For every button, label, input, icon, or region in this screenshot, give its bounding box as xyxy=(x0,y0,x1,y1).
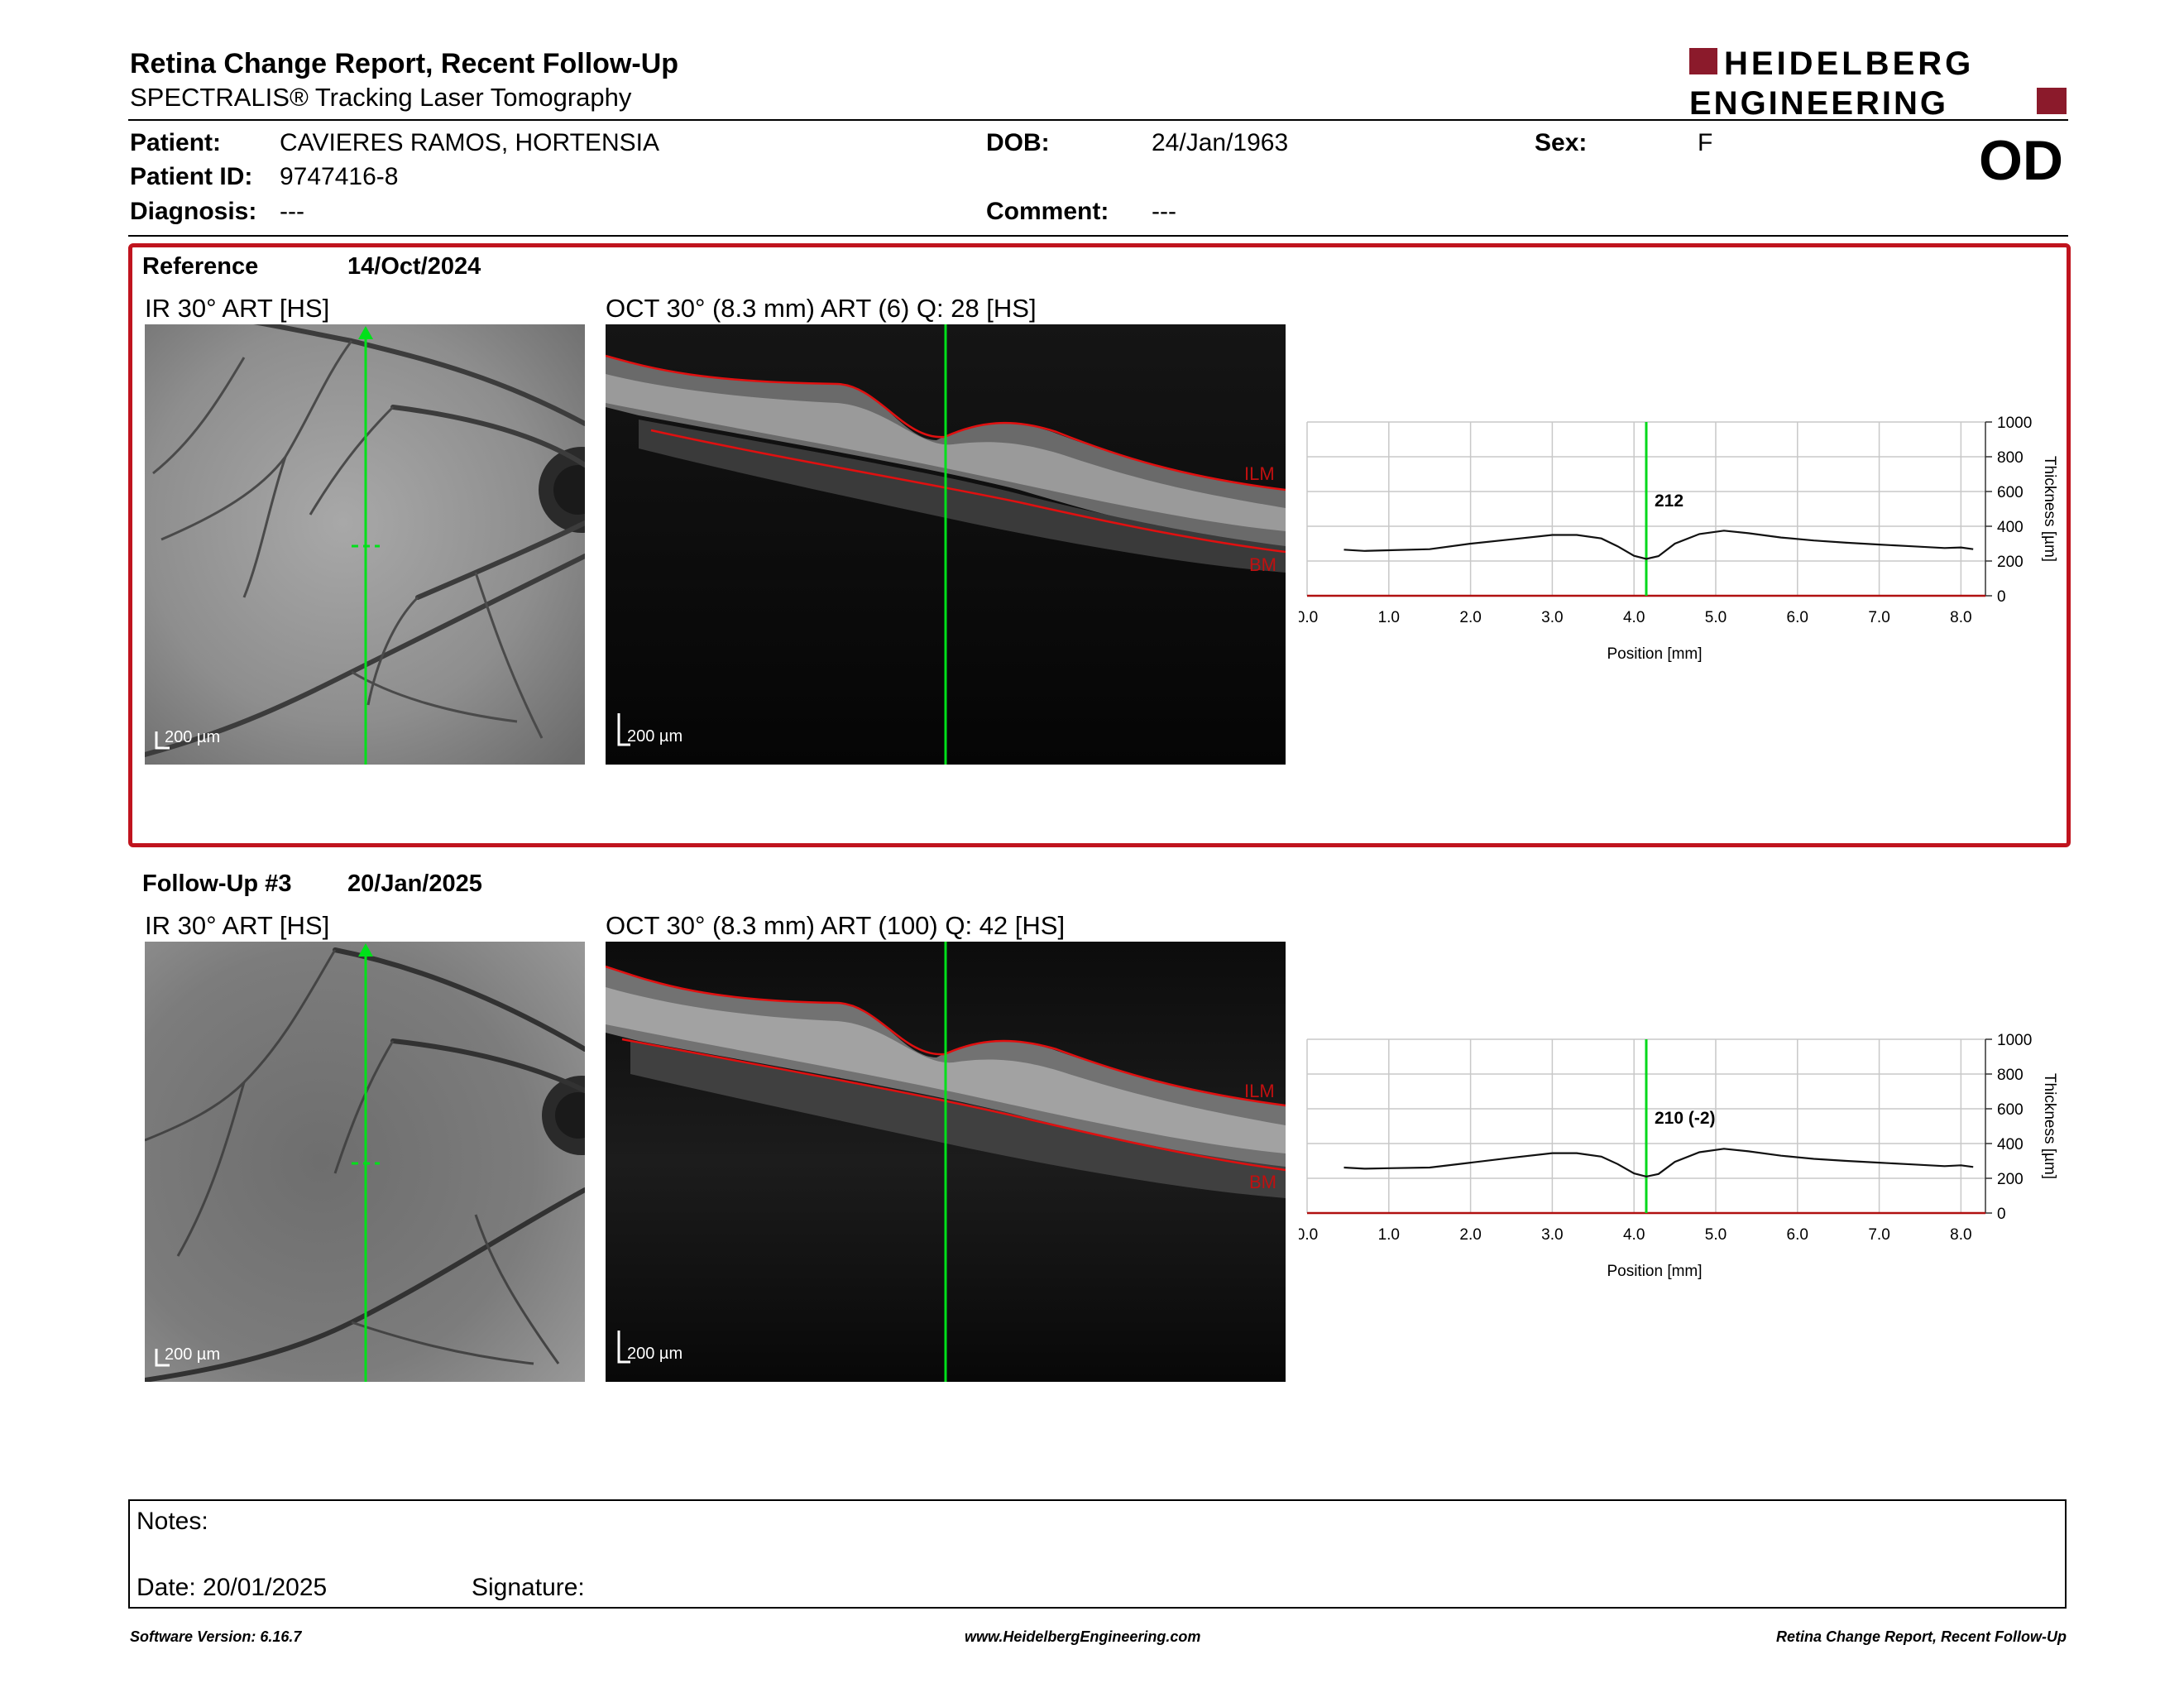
sex-label: Sex: xyxy=(1535,129,1588,156)
patient-id: 9747416-8 xyxy=(280,163,399,190)
reference-y-tick-label-5: 1000 xyxy=(1997,415,2032,432)
followup-x-tick-label-8: 8.0 xyxy=(1950,1226,1971,1244)
followup-x-tick-label-4: 4.0 xyxy=(1623,1226,1645,1244)
reference-ir-scale-label: 200 µm xyxy=(165,728,220,746)
svg-text:HEIDELBERG: HEIDELBERG xyxy=(1724,46,1974,82)
reference-x-tick-label-2: 2.0 xyxy=(1459,609,1481,626)
diagnosis-value: --- xyxy=(280,198,304,225)
reference-x-axis-label: Position [mm] xyxy=(1607,645,1702,663)
followup-y-tick-label-5: 1000 xyxy=(1997,1032,2032,1049)
reference-thickness-series-line xyxy=(1343,530,1974,560)
reference-date: 14/Oct/2024 xyxy=(347,253,481,280)
footer-report-name: Retina Change Report, Recent Follow-Up xyxy=(1775,1628,2067,1645)
followup-x-tick-label-1: 1.0 xyxy=(1378,1226,1400,1244)
followup-x-tick-label-3: 3.0 xyxy=(1541,1226,1563,1244)
followup-x-axis-label: Position [mm] xyxy=(1607,1263,1702,1280)
diagnosis-label: Diagnosis: xyxy=(130,198,257,225)
heidelberg-logo: HEIDELBERG ENGINEERING xyxy=(1689,45,2067,122)
followup-ir-fundus-image: 200 µm xyxy=(145,942,585,1382)
followup-x-tick-label-7: 7.0 xyxy=(1868,1226,1889,1244)
reference-x-tick-label-3: 3.0 xyxy=(1541,609,1563,626)
reference-oct-scale-label: 200 µm xyxy=(627,727,682,746)
report-title: Retina Change Report, Recent Follow-Up xyxy=(130,48,679,79)
reference-x-tick-label-1: 1.0 xyxy=(1378,609,1400,626)
followup-thickness-chart: 0 200 400 600 800 1000 0.0 1.0 2.0 3.0 4.0 5.0 6.0 7.… xyxy=(1299,1031,2093,1304)
patient-divider xyxy=(128,235,2068,237)
notes-label: Notes: xyxy=(136,1508,208,1535)
reference-oct-title: OCT 30° (8.3 mm) ART (6) Q: 28 [HS] xyxy=(606,294,1037,323)
signature-label: Signature: xyxy=(472,1574,585,1601)
followup-y-tick-label-0: 0 xyxy=(1997,1206,2006,1223)
notes-box[interactable]: Notes: Date: 20/01/2025 Signature: xyxy=(128,1499,2067,1609)
patient-id-label: Patient ID: xyxy=(130,163,253,190)
followup-x-tick-label-5: 5.0 xyxy=(1705,1226,1727,1244)
reference-bm-label: BM xyxy=(1249,554,1276,575)
header-divider xyxy=(128,119,2068,121)
followup-bm-label: BM xyxy=(1249,1172,1276,1192)
notes-date: Date: 20/01/2025 xyxy=(136,1574,328,1601)
followup-x-tick-label-6: 6.0 xyxy=(1787,1226,1808,1244)
followup-oct-bscan-image: ILM BM 200 µm xyxy=(606,942,1286,1382)
followup-marker-value-label: 210 (-2) xyxy=(1655,1109,1716,1128)
followup-x-tick-label-0: 0.0 xyxy=(1299,1226,1318,1244)
followup-label: Follow-Up #3 xyxy=(142,870,292,897)
reference-y-tick-label-0: 0 xyxy=(1997,588,2006,606)
followup-oct-scale-label: 200 µm xyxy=(627,1345,682,1363)
dob-value: 24/Jan/1963 xyxy=(1152,129,1289,156)
dob-label: DOB: xyxy=(986,129,1050,156)
reference-x-tick-label-8: 8.0 xyxy=(1950,609,1971,626)
followup-y-tick-label-2: 400 xyxy=(1997,1136,2024,1153)
footer-website: www.HeidelbergEngineering.com xyxy=(965,1628,1201,1645)
reference-highlight-box xyxy=(128,243,2071,847)
followup-oct-title: OCT 30° (8.3 mm) ART (100) Q: 42 [HS] xyxy=(606,911,1066,940)
reference-oct-bscan-image: ILM BM 200 µm xyxy=(606,324,1286,765)
reference-y-tick-label-3: 600 xyxy=(1997,484,2024,501)
patient-name: CAVIERES RAMOS, HORTENSIA xyxy=(280,129,659,156)
eye-indicator: OD xyxy=(1979,129,2063,192)
reference-y-axis-label: Thickness [µm] xyxy=(2041,456,2058,562)
followup-ilm-label: ILM xyxy=(1244,1081,1275,1101)
followup-y-tick-label-1: 200 xyxy=(1997,1171,2024,1188)
reference-ir-fundus-image: 200 µm xyxy=(145,324,585,765)
followup-ir-title: IR 30° ART [HS] xyxy=(145,911,330,940)
patient-label: Patient: xyxy=(130,129,222,156)
comment-label: Comment: xyxy=(986,198,1109,225)
reference-x-tick-label-7: 7.0 xyxy=(1868,609,1889,626)
reference-x-tick-label-0: 0.0 xyxy=(1299,609,1318,626)
svg-text:ENGINEERING: ENGINEERING xyxy=(1689,85,1948,117)
reference-x-tick-label-5: 5.0 xyxy=(1705,609,1727,626)
report-subtitle: SPECTRALIS® Tracking Laser Tomography xyxy=(130,83,632,112)
followup-y-tick-label-3: 600 xyxy=(1997,1101,2024,1119)
followup-y-axis-label: Thickness [µm] xyxy=(2041,1073,2058,1179)
reference-ilm-label: ILM xyxy=(1244,463,1275,484)
footer-software-version: Software Version: 6.16.7 xyxy=(130,1628,302,1645)
followup-date: 20/Jan/2025 xyxy=(347,870,482,897)
reference-x-tick-label-6: 6.0 xyxy=(1787,609,1808,626)
reference-label: Reference xyxy=(142,253,259,280)
reference-thickness-chart: 0 200 400 600 800 1000 0.0 1.0 2.0 3.0 4.0 5.0 6.0 7.… xyxy=(1299,414,2093,687)
reference-y-tick-label-2: 400 xyxy=(1997,519,2024,536)
sex-value: F xyxy=(1698,129,1713,156)
followup-ir-scale-label: 200 µm xyxy=(165,1345,220,1364)
reference-y-tick-label-4: 800 xyxy=(1997,449,2024,467)
reference-x-tick-label-4: 4.0 xyxy=(1623,609,1645,626)
reference-y-tick-label-1: 200 xyxy=(1997,554,2024,571)
followup-x-tick-label-2: 2.0 xyxy=(1459,1226,1481,1244)
reference-marker-value-label: 212 xyxy=(1655,492,1684,511)
comment-value: --- xyxy=(1152,198,1176,225)
reference-ir-title: IR 30° ART [HS] xyxy=(145,294,330,323)
followup-y-tick-label-4: 800 xyxy=(1997,1067,2024,1084)
followup-thickness-series-line xyxy=(1343,1148,1974,1178)
